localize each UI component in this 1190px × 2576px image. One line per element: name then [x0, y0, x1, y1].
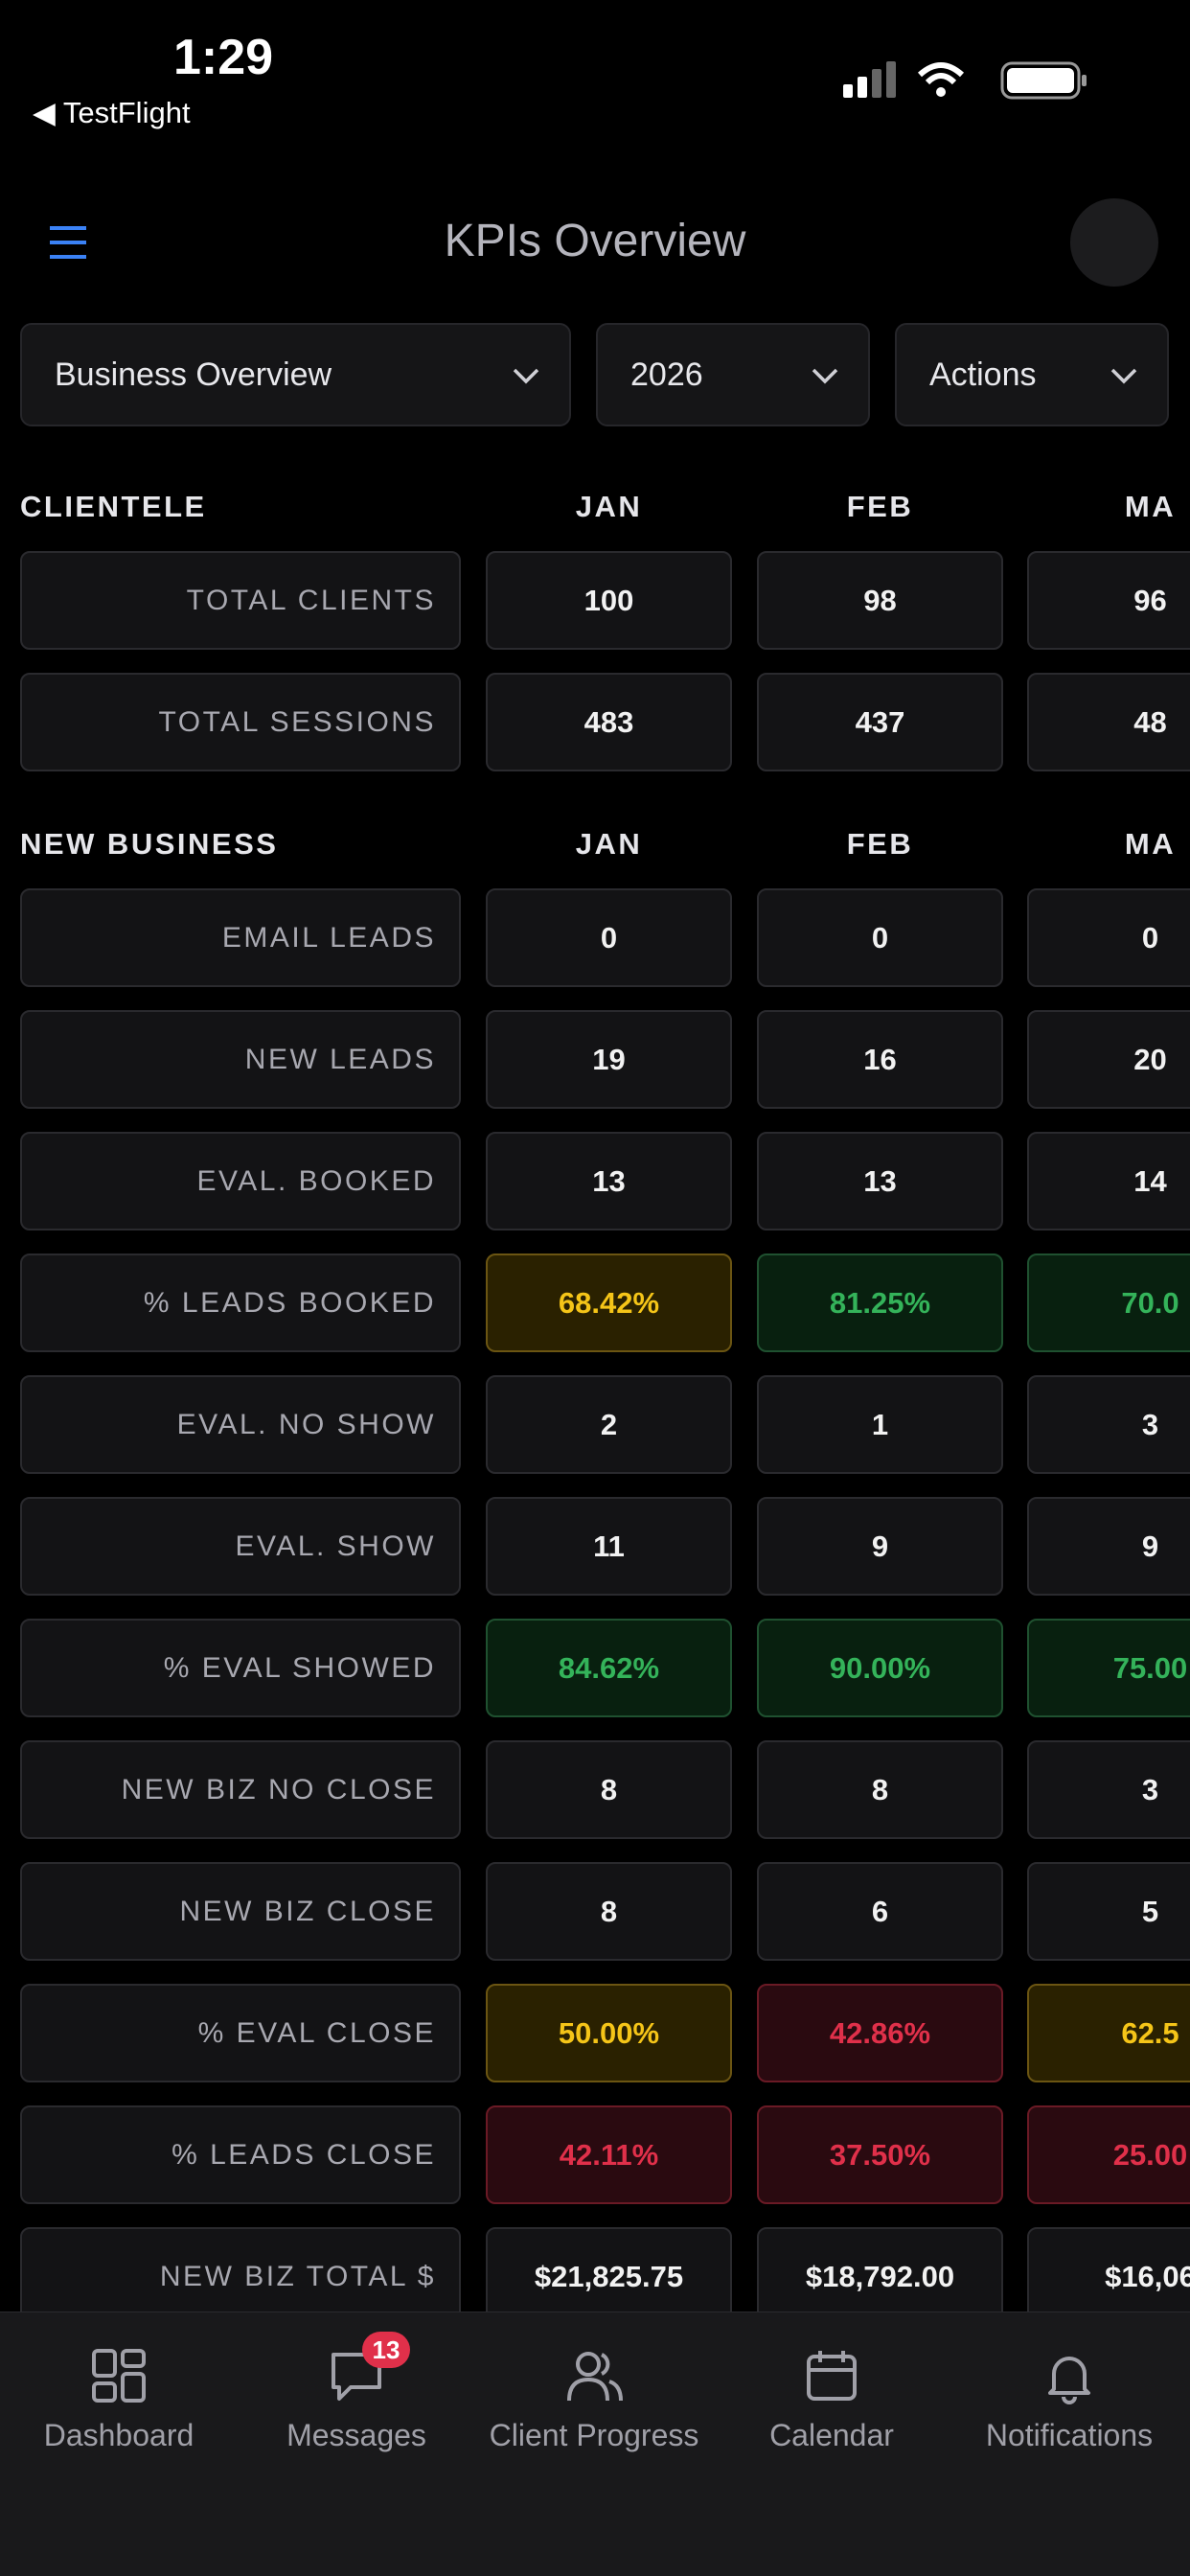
kpi-cell: 437	[757, 673, 1003, 771]
status-icons	[843, 61, 1087, 100]
chevron	[812, 368, 838, 384]
tab[interactable]: Calendar	[713, 2312, 950, 2504]
back-link[interactable]: ◀ TestFlight	[33, 96, 191, 129]
kpi-cell: 70.0	[1027, 1254, 1190, 1352]
row-label: EVAL. BOOKED	[20, 1132, 461, 1230]
tab-label: Notifications	[985, 2418, 1154, 2452]
tab[interactable]: Notifications	[950, 2312, 1188, 2504]
tab[interactable]: Dashboard	[0, 2312, 238, 2504]
kpi-cell: 0	[486, 888, 732, 987]
row-label: EMAIL LEADS	[20, 888, 461, 987]
month-header: MA	[1124, 490, 1177, 523]
section-title: CLIENTELE	[20, 490, 207, 523]
tab-icon	[567, 2352, 623, 2402]
row-label: NEW LEADS	[20, 1010, 461, 1109]
kpi-cell: 84.62%	[486, 1619, 732, 1717]
kpi-cell: 0	[1027, 888, 1190, 987]
kpi-cell: 0	[757, 888, 1003, 987]
dropdown-label: 2026	[630, 356, 703, 393]
kpi-cell: 8	[757, 1740, 1003, 1839]
avatar[interactable]	[1070, 198, 1158, 287]
kpi-cell: 100	[486, 551, 732, 650]
dropdown[interactable]: Business Overview	[20, 323, 571, 426]
kpi-cell: 81.25%	[757, 1254, 1003, 1352]
kpi-cell: 37.50%	[757, 2105, 1003, 2204]
row-label: % LEADS CLOSE	[20, 2105, 461, 2204]
month-header: MA	[1124, 827, 1177, 861]
tab-label: Dashboard	[43, 2418, 195, 2452]
kpi-cell: 48	[1027, 673, 1190, 771]
month-header: FEB	[846, 490, 914, 523]
kpi-cell: 25.00	[1027, 2105, 1190, 2204]
tab-label: Messages	[286, 2418, 426, 2452]
menu-button[interactable]	[48, 222, 88, 263]
chevron	[1110, 368, 1137, 384]
kpi-cell: 75.00	[1027, 1619, 1190, 1717]
row-label: NEW BIZ TOTAL $	[20, 2227, 461, 2326]
tab-label: Calendar	[769, 2418, 894, 2452]
kpi-cell: $16,06	[1027, 2227, 1190, 2326]
row-label: NEW BIZ NO CLOSE	[20, 1740, 461, 1839]
kpi-cell: 16	[757, 1010, 1003, 1109]
kpi-cell: 9	[757, 1497, 1003, 1596]
kpi-cell: $21,825.75	[486, 2227, 732, 2326]
kpi-cell: 1	[757, 1375, 1003, 1474]
row-label: TOTAL CLIENTS	[20, 551, 461, 650]
month-header: JAN	[575, 490, 643, 523]
month-header: FEB	[846, 827, 914, 861]
kpi-cell: 3	[1027, 1375, 1190, 1474]
row-label: % EVAL CLOSE	[20, 1984, 461, 2082]
tab[interactable]: Client Progress	[475, 2312, 713, 2504]
kpi-cell: 13	[486, 1132, 732, 1230]
kpi-cell: 14	[1027, 1132, 1190, 1230]
kpi-cell: 9	[1027, 1497, 1190, 1596]
clock: 1:29	[172, 30, 274, 85]
kpi-cell: 96	[1027, 551, 1190, 650]
dropdown[interactable]: Actions	[895, 323, 1169, 426]
kpi-cell: 62.5	[1027, 1984, 1190, 2082]
month-header: JAN	[575, 827, 643, 861]
kpi-cell: 42.11%	[486, 2105, 732, 2204]
kpi-cell: 19	[486, 1010, 732, 1109]
dropdown-label: Actions	[929, 356, 1037, 393]
row-label: NEW BIZ CLOSE	[20, 1862, 461, 1961]
kpi-cell: 50.00%	[486, 1984, 732, 2082]
row-label: EVAL. NO SHOW	[20, 1375, 461, 1474]
kpi-cell: 42.86%	[757, 1984, 1003, 2082]
dropdown[interactable]: 2026	[596, 323, 870, 426]
tab-bar: Dashboard Messages 13 Client Progress Calend…	[0, 2312, 1190, 2576]
kpi-cell: 13	[757, 1132, 1003, 1230]
kpi-cell: 90.00%	[757, 1619, 1003, 1717]
tab-icon	[1048, 2357, 1090, 2404]
chevron	[513, 368, 539, 384]
row-label: TOTAL SESSIONS	[20, 673, 461, 771]
kpi-cell: 6	[757, 1862, 1003, 1961]
page-title: KPIs Overview	[444, 216, 746, 266]
badge: 13	[362, 2332, 410, 2368]
kpi-cell: 5	[1027, 1862, 1190, 1961]
tab-label: Client Progress	[489, 2418, 699, 2452]
row-label: % LEADS BOOKED	[20, 1254, 461, 1352]
dropdown-label: Business Overview	[55, 356, 332, 393]
row-label: % EVAL SHOWED	[20, 1619, 461, 1717]
kpi-cell: 2	[486, 1375, 732, 1474]
tab-icon	[807, 2351, 857, 2401]
kpi-cell: 68.42%	[486, 1254, 732, 1352]
row-label: EVAL. SHOW	[20, 1497, 461, 1596]
kpi-cell: $18,792.00	[757, 2227, 1003, 2326]
kpi-cell: 8	[486, 1740, 732, 1839]
kpi-cell: 11	[486, 1497, 732, 1596]
section-title: NEW BUSINESS	[20, 827, 279, 861]
kpi-cell: 8	[486, 1862, 732, 1961]
kpi-cell: 20	[1027, 1010, 1190, 1109]
kpi-cell: 98	[757, 551, 1003, 650]
kpi-cell: 483	[486, 673, 732, 771]
tab-icon	[92, 2349, 146, 2403]
kpi-cell: 3	[1027, 1740, 1190, 1839]
tab[interactable]: Messages 13	[238, 2312, 475, 2504]
